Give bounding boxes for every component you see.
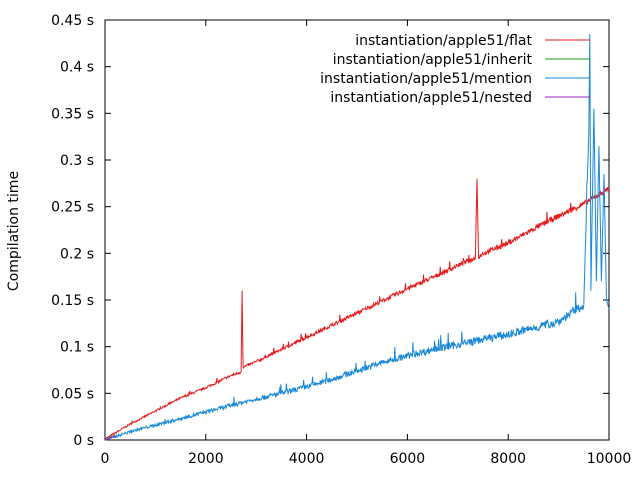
series-line-1 bbox=[104, 178, 610, 441]
x-axis-ticks: 0 2000 4000 6000 8000 10000 bbox=[101, 20, 632, 467]
y-tick-label: 0.05 s bbox=[51, 386, 94, 402]
x-tick-label: 6000 bbox=[390, 451, 426, 467]
y-tick-label: 0.1 s bbox=[60, 340, 94, 356]
y-tick-label: 0.4 s bbox=[60, 60, 94, 76]
y-tick-label: 0.25 s bbox=[51, 200, 94, 216]
legend-label: instantiation/apple51/nested bbox=[330, 90, 532, 106]
legend-label: instantiation/apple51/inherit bbox=[333, 52, 533, 68]
series-line-4 bbox=[104, 435, 116, 441]
series-layer bbox=[104, 33, 610, 441]
y-tick-label: 0.2 s bbox=[60, 246, 94, 262]
legend-label: instantiation/apple51/mention bbox=[320, 71, 532, 87]
x-tick-label: 10000 bbox=[587, 451, 632, 467]
y-tick-label: 0.35 s bbox=[51, 106, 94, 122]
x-tick-label: 0 bbox=[101, 451, 110, 467]
y-tick-label: 0 s bbox=[73, 433, 94, 449]
y-tick-label: 0.3 s bbox=[60, 153, 94, 169]
y-tick-label: 0.15 s bbox=[51, 293, 94, 309]
plot-frame bbox=[104, 19, 610, 441]
y-tick-label: 0.45 s bbox=[51, 13, 94, 29]
x-tick-label: 2000 bbox=[188, 451, 224, 467]
series-line-3 bbox=[105, 33, 610, 441]
x-tick-label: 8000 bbox=[490, 451, 526, 467]
y-axis-label: Compilation time bbox=[6, 171, 22, 291]
legend-label: instantiation/apple51/flat bbox=[355, 33, 532, 49]
x-tick-label: 4000 bbox=[289, 451, 325, 467]
y-axis-ticks: 0 s 0.05 s 0.1 s 0.15 s 0.2 s 0.25 s 0.3 s 0.35… bbox=[51, 13, 609, 449]
legend: instantiation/apple51/flat instantiation/… bbox=[320, 33, 590, 106]
